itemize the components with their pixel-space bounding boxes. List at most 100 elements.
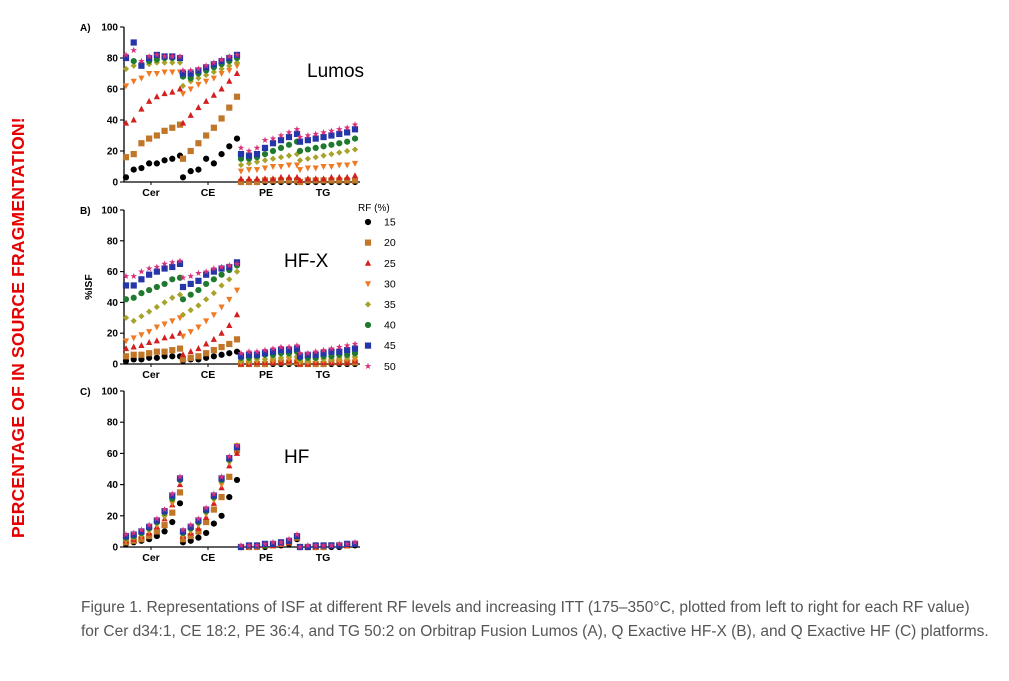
data-point xyxy=(203,318,210,325)
data-point xyxy=(203,529,210,537)
y-tick-label: 0 xyxy=(112,360,118,371)
data-point xyxy=(161,348,168,355)
data-point xyxy=(138,290,145,297)
data-point xyxy=(277,343,285,350)
data-point xyxy=(210,68,217,76)
legend-label: 50 xyxy=(384,361,396,373)
data-point xyxy=(328,164,335,170)
data-point xyxy=(218,265,225,272)
data-point xyxy=(195,528,202,535)
data-point xyxy=(336,140,343,147)
data-point xyxy=(161,265,168,272)
data-point xyxy=(168,258,176,266)
data-point xyxy=(122,272,130,280)
data-point xyxy=(296,167,304,174)
data-point xyxy=(187,147,194,155)
data-point xyxy=(210,506,217,513)
legend-label: 20 xyxy=(384,237,396,249)
data-point xyxy=(138,268,145,275)
data-point xyxy=(202,62,210,69)
data-point xyxy=(176,52,184,60)
data-point xyxy=(233,51,241,58)
data-point xyxy=(169,500,176,507)
y-tick-label: 40 xyxy=(107,298,119,309)
data-point xyxy=(293,532,301,540)
data-point xyxy=(161,528,168,535)
data-point xyxy=(153,303,160,311)
data-point xyxy=(304,541,312,549)
data-point xyxy=(195,269,202,276)
data-point xyxy=(233,260,241,267)
data-point xyxy=(130,282,137,289)
data-point xyxy=(210,61,217,68)
data-point xyxy=(203,296,210,303)
data-point xyxy=(226,276,233,283)
data-point xyxy=(161,506,168,513)
data-point xyxy=(218,271,225,278)
data-point xyxy=(237,178,245,186)
data-point xyxy=(195,515,202,522)
data-point xyxy=(179,526,187,533)
data-point xyxy=(179,155,187,162)
data-point xyxy=(226,296,233,303)
data-point xyxy=(351,135,359,142)
data-point xyxy=(218,65,225,72)
data-point xyxy=(351,340,359,347)
data-point xyxy=(187,354,194,361)
data-point xyxy=(153,517,160,524)
data-point xyxy=(122,51,130,58)
data-point xyxy=(304,132,312,139)
x-tick-label-tg: TG xyxy=(316,552,331,564)
data-point xyxy=(169,88,176,95)
y-tick-label: 60 xyxy=(107,267,119,278)
data-point xyxy=(253,144,261,151)
data-point xyxy=(187,111,194,118)
data-point xyxy=(293,173,301,180)
x-tick-label-pe: PE xyxy=(259,552,273,564)
data-point xyxy=(187,348,194,355)
data-point xyxy=(146,160,153,167)
data-point xyxy=(179,274,187,281)
data-point xyxy=(203,78,210,85)
data-point xyxy=(277,132,285,139)
data-point xyxy=(210,347,217,354)
data-point xyxy=(233,311,241,318)
data-point xyxy=(195,81,202,88)
instrument-label: Lumos xyxy=(307,61,364,82)
data-point xyxy=(218,329,225,336)
data-point xyxy=(169,347,176,354)
y-tick-label: 100 xyxy=(101,206,118,217)
data-point xyxy=(269,147,277,155)
data-point xyxy=(122,314,130,321)
data-point xyxy=(210,353,217,360)
data-point xyxy=(233,449,241,456)
data-point xyxy=(344,347,351,354)
x-tick-label-cer: Cer xyxy=(142,369,160,381)
data-point xyxy=(336,348,343,355)
data-point xyxy=(179,82,187,89)
x-tick-label-cer: Cer xyxy=(142,552,160,564)
data-point xyxy=(130,62,137,69)
data-point xyxy=(146,97,153,104)
data-point xyxy=(122,338,130,345)
y-tick-label: 40 xyxy=(107,116,119,127)
legend: RF (%) 15 20 25 30 35 40 45 50 xyxy=(358,203,396,373)
data-point xyxy=(285,177,293,184)
data-point xyxy=(187,307,194,314)
legend-marker xyxy=(364,218,372,226)
data-point xyxy=(277,144,285,151)
data-point xyxy=(237,543,245,551)
legend-title: RF (%) xyxy=(358,203,390,214)
data-point xyxy=(195,286,202,294)
data-point xyxy=(261,346,269,353)
legend-label: 15 xyxy=(384,217,396,229)
data-point xyxy=(161,69,168,76)
data-point xyxy=(187,66,195,74)
data-point xyxy=(261,151,269,158)
data-point xyxy=(253,348,261,355)
data-point xyxy=(226,67,233,74)
data-point xyxy=(233,476,241,484)
data-point xyxy=(226,263,233,271)
data-point xyxy=(304,543,311,551)
data-point xyxy=(344,177,351,184)
